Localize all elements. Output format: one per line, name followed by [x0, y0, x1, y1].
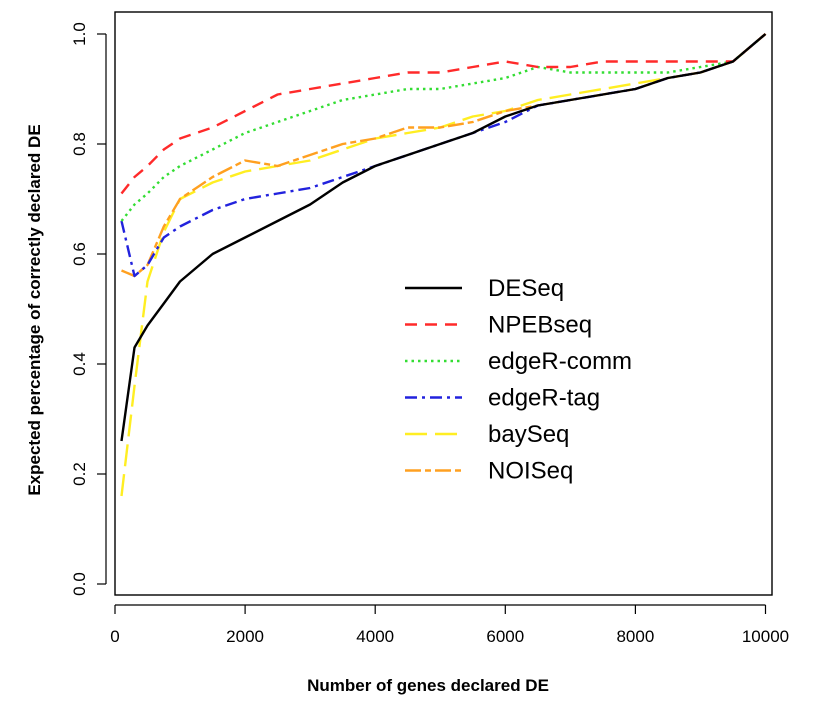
series-line-bayseq [120, 33, 767, 497]
legend: DESeq NPEBseq edgeR-comm edgeR-tag baySeq NOI… [405, 275, 632, 485]
y-tick-label: 0.0 [70, 572, 89, 596]
series-lines [120, 33, 767, 497]
x-tick-label: 0 [110, 627, 119, 646]
legend-label: NOISeq [488, 458, 573, 485]
y-tick-label: 0.2 [70, 462, 89, 486]
legend-label: baySeq [488, 421, 569, 448]
y-axis: 0.0 0.2 0.4 0.6 0.8 1.0 [70, 22, 107, 596]
x-tick-label: 10000 [742, 627, 789, 646]
series-line-npebseq [120, 33, 767, 195]
legend-label: edgeR-tag [488, 385, 600, 412]
series-line-noiseq [121, 33, 767, 278]
series-line-deseq [120, 33, 767, 442]
y-tick-label: 0.6 [70, 242, 89, 266]
legend-label: edgeR-comm [488, 348, 632, 375]
x-axis: 0 2000 4000 6000 8000 10000 [110, 604, 789, 646]
plot-frame [114, 11, 773, 596]
legend-label: DESeq [488, 275, 564, 302]
x-axis-title: Number of genes declared DE [307, 676, 549, 695]
x-tick-label: 6000 [486, 627, 524, 646]
y-tick-label: 0.4 [70, 352, 89, 376]
x-tick-label: 2000 [226, 627, 264, 646]
legend-label: NPEBseq [488, 312, 592, 339]
y-tick-label: 1.0 [70, 22, 89, 46]
x-tick-label: 4000 [356, 627, 394, 646]
y-tick-label: 0.8 [70, 132, 89, 156]
series-line-edger-tag [120, 33, 767, 278]
y-axis-title: Expected percentage of correctly declare… [25, 124, 44, 495]
x-tick-label: 8000 [616, 627, 654, 646]
